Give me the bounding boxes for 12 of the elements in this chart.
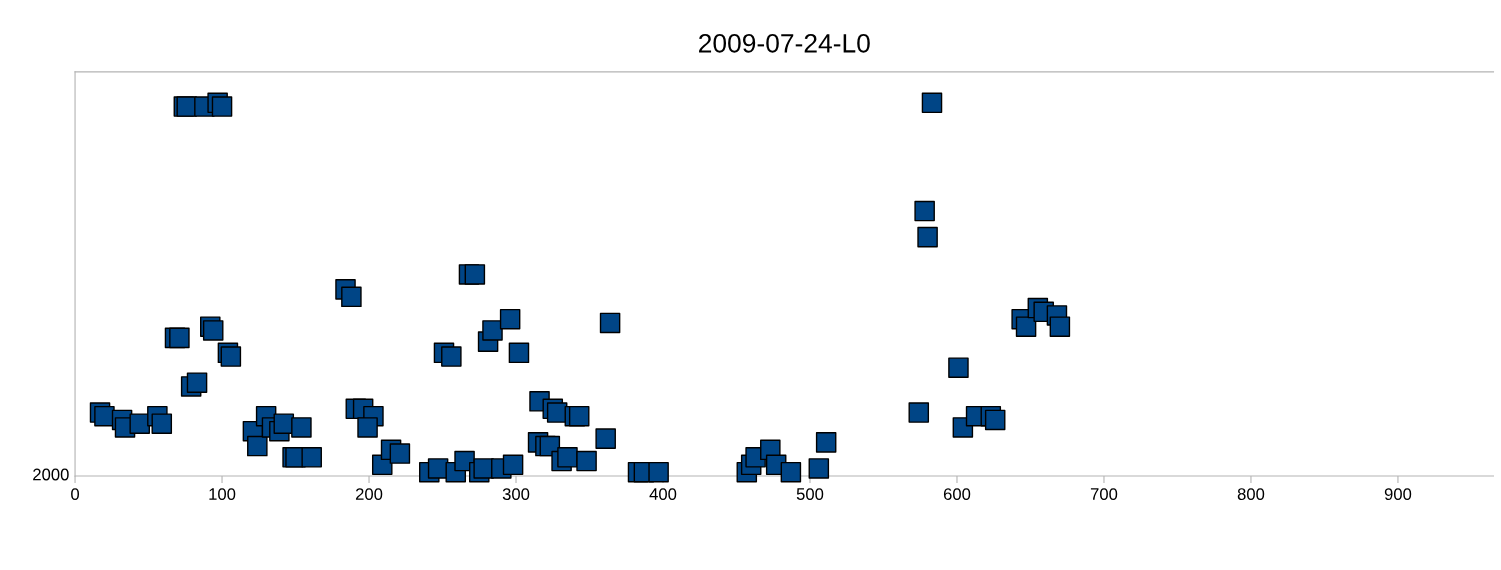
x-tick-label: 700 (1090, 488, 1118, 500)
x-tick-label: 600 (943, 488, 971, 500)
x-tick-label: 500 (796, 488, 824, 500)
chart-title: 2009-07-24-L0 (699, 33, 870, 53)
text: 2000 (33, 468, 69, 481)
x-tick-label: 0 (71, 488, 80, 500)
x-tick-label: 400 (649, 488, 677, 500)
x-tick-label: 800 (1237, 488, 1265, 500)
x-tick-label: 900 (1384, 488, 1412, 500)
x-tick-label: 100 (209, 488, 236, 500)
x-tick-label: 200 (355, 488, 383, 500)
x-tick-label: 300 (502, 488, 530, 500)
